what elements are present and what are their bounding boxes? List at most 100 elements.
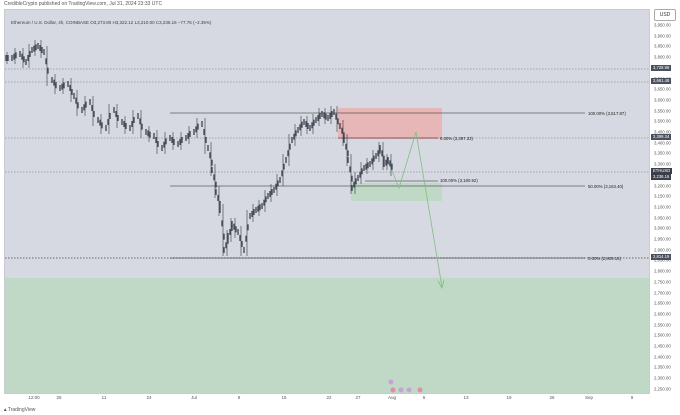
candle-body bbox=[27, 55, 29, 61]
candle-body bbox=[171, 137, 173, 143]
candle-body bbox=[331, 111, 333, 117]
candle-body bbox=[211, 167, 213, 173]
candle-body bbox=[209, 152, 211, 159]
candle-body bbox=[289, 143, 291, 150]
candle-body bbox=[373, 155, 375, 162]
time-tick: 22 bbox=[326, 395, 332, 400]
candle-body bbox=[311, 122, 313, 129]
price-axis[interactable]: USD 3,950.003,900.003,850.003,800.003,75… bbox=[651, 9, 680, 394]
candle-body bbox=[165, 138, 167, 145]
candle-body bbox=[177, 141, 179, 147]
time-tick: 13 bbox=[463, 395, 469, 400]
candle-body bbox=[383, 161, 385, 167]
candle-body bbox=[295, 130, 297, 137]
candle-body bbox=[323, 112, 325, 119]
price-tick: 3,650.00 bbox=[654, 86, 671, 92]
candle-body bbox=[301, 121, 303, 128]
candle-body bbox=[315, 117, 317, 123]
candle-body bbox=[275, 183, 277, 190]
candle-body bbox=[133, 117, 135, 123]
candle-body bbox=[237, 229, 239, 235]
candle-body bbox=[67, 81, 69, 87]
candle-body bbox=[353, 181, 355, 188]
chart-plot-area[interactable]: 100.00% (3,517.87) 0.00% (3,397.33) 100.… bbox=[4, 9, 650, 394]
candle-body bbox=[77, 102, 79, 109]
candle-body bbox=[229, 229, 231, 235]
candle-body bbox=[345, 143, 347, 150]
candle-body bbox=[351, 185, 353, 191]
fib-label-0-top: 0.00% (3,397.33) bbox=[440, 136, 474, 141]
fib-label-100-top: 100.00% (3,517.87) bbox=[588, 111, 626, 116]
candle-body bbox=[75, 97, 77, 104]
event-icon bbox=[406, 387, 412, 393]
candle-body bbox=[99, 119, 101, 126]
candle-body bbox=[73, 93, 75, 99]
candle-body bbox=[375, 153, 377, 159]
time-tick: 6 bbox=[422, 395, 426, 400]
time-tick: 19 bbox=[506, 395, 512, 400]
candle-body bbox=[37, 43, 39, 49]
candle-body bbox=[43, 49, 45, 55]
candle-body bbox=[299, 124, 301, 131]
price-tick: 3,350.00 bbox=[654, 150, 671, 156]
candle-body bbox=[247, 224, 249, 231]
fib-label-100-mid: 100.00% (3,180.92) bbox=[440, 178, 478, 183]
candle-body bbox=[141, 123, 143, 130]
candle-body bbox=[81, 107, 83, 113]
chart-drawing[interactable]: 100.00% (3,517.87) 0.00% (3,397.33) 100.… bbox=[5, 10, 650, 394]
candle-body bbox=[321, 111, 323, 117]
candle-body bbox=[201, 121, 203, 127]
candle-body bbox=[219, 201, 221, 207]
time-tick: 12:00 bbox=[28, 395, 40, 400]
candle-body bbox=[385, 159, 387, 166]
candle-body bbox=[219, 207, 221, 213]
candle-body bbox=[265, 196, 267, 203]
candle-body bbox=[53, 79, 55, 86]
candle-body bbox=[279, 177, 281, 183]
candle-body bbox=[271, 189, 273, 195]
candle-body bbox=[63, 82, 65, 89]
candle-body bbox=[285, 157, 287, 163]
candle-body bbox=[333, 109, 335, 115]
candle-body bbox=[69, 85, 71, 91]
candle-body bbox=[225, 242, 227, 249]
time-axis[interactable]: 12:00 25 11 24 Jul 8 15 22 27 Aug 6 13 19 26 Sep 9 bbox=[4, 394, 650, 406]
candle-body bbox=[105, 125, 107, 131]
price-badge: 3,236.16 bbox=[651, 174, 672, 180]
candle-body bbox=[155, 137, 157, 143]
projection-arrow-head bbox=[437, 279, 445, 290]
candlestick-series bbox=[5, 40, 393, 256]
currency-button[interactable]: USD bbox=[654, 9, 676, 21]
candle-body bbox=[19, 51, 21, 57]
candle-body bbox=[97, 117, 99, 123]
candle-body bbox=[211, 159, 213, 166]
price-tick: 2,550.00 bbox=[654, 322, 671, 328]
candle-body bbox=[23, 56, 25, 63]
candle-body bbox=[115, 111, 117, 117]
candle-body bbox=[45, 58, 47, 65]
candle-body bbox=[241, 241, 243, 247]
price-tick: 2,450.00 bbox=[654, 343, 671, 349]
candle-body bbox=[227, 237, 229, 244]
candle-body bbox=[117, 115, 119, 121]
time-tick: Sep bbox=[584, 395, 594, 400]
candle-body bbox=[193, 129, 195, 135]
candle-body bbox=[391, 163, 393, 170]
candle-body bbox=[263, 199, 265, 206]
candle-body bbox=[71, 89, 73, 95]
candle-body bbox=[173, 139, 175, 145]
candle-body bbox=[145, 129, 147, 135]
brand-text: TradingView bbox=[7, 407, 36, 413]
candle-body bbox=[91, 105, 93, 111]
candle-body bbox=[361, 168, 363, 175]
price-tick: 2,800.00 bbox=[654, 268, 671, 274]
candle-body bbox=[313, 119, 315, 126]
price-tick: 3,900.00 bbox=[654, 33, 671, 39]
candle-body bbox=[83, 104, 85, 111]
candle-body bbox=[7, 55, 9, 61]
price-tick: 3,550.00 bbox=[654, 108, 671, 114]
candle-body bbox=[307, 123, 309, 129]
price-tick: 2,850.00 bbox=[654, 257, 671, 263]
candle-body bbox=[85, 101, 87, 108]
candle-body bbox=[227, 233, 229, 239]
